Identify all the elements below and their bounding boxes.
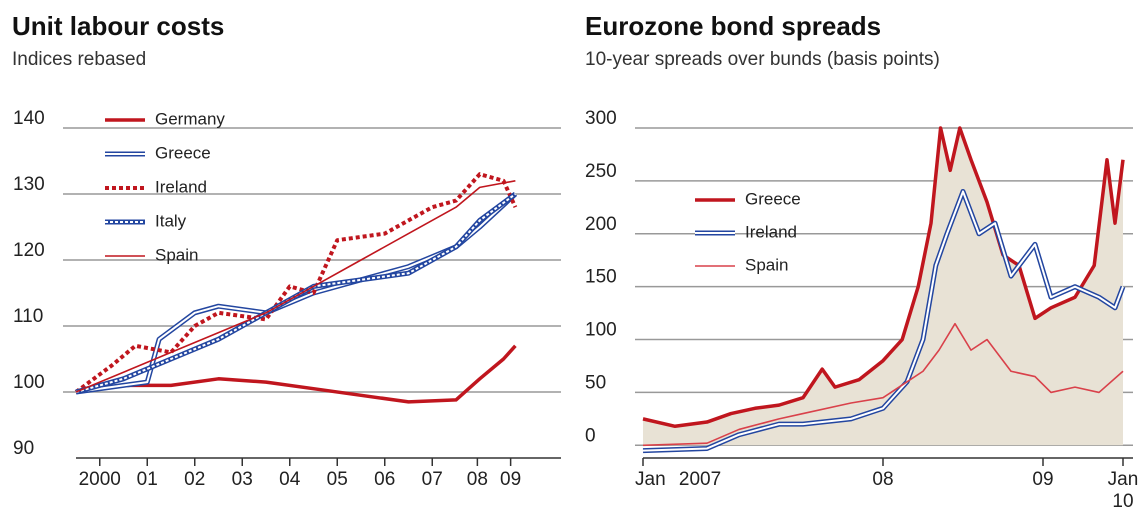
x-tick-label: 04 bbox=[279, 469, 301, 490]
chart: Eurozone bond spreads 10-year spreads ove… bbox=[585, 11, 1138, 512]
line bbox=[642, 322, 1124, 447]
y-tick-label: 150 bbox=[585, 267, 617, 288]
line-core bbox=[642, 190, 1124, 452]
x-tick-label: Jan 2007 bbox=[635, 469, 721, 490]
y-tick-label: 130 bbox=[13, 174, 45, 195]
line bbox=[75, 180, 516, 393]
chart-subtitle: 10-year spreads over bunds (basis points… bbox=[585, 49, 940, 70]
legend-label: Greece bbox=[745, 189, 801, 208]
y-tick-label: 140 bbox=[13, 108, 45, 129]
x-tick-label: 09 bbox=[1032, 469, 1053, 490]
x-tick-label: 06 bbox=[374, 469, 395, 490]
legend-label: Greece bbox=[155, 143, 211, 162]
y-tick-label: 50 bbox=[585, 372, 606, 393]
chart-subtitle: Indices rebased bbox=[12, 49, 146, 70]
chart: Unit labour costs Indices rebased 90 100 110… bbox=[12, 11, 561, 490]
x-tick-label: 02 bbox=[184, 469, 205, 490]
y-tick-label: 0 bbox=[585, 425, 596, 446]
x-tick-label: 2000 bbox=[79, 469, 121, 490]
x-tick-label: 01 bbox=[137, 469, 158, 490]
x-tick-label: 08 bbox=[872, 469, 893, 490]
area bbox=[643, 128, 1123, 446]
line bbox=[74, 172, 518, 394]
legend-label: Spain bbox=[745, 255, 788, 274]
legend-label: Ireland bbox=[155, 177, 207, 196]
x-tick-label: Jan 10 bbox=[1108, 469, 1139, 512]
x-tick-label: 05 bbox=[327, 469, 348, 490]
x-tick-label: 03 bbox=[232, 469, 253, 490]
legend-label: Germany bbox=[155, 109, 225, 128]
line bbox=[642, 126, 1125, 429]
line bbox=[75, 344, 517, 404]
y-tick-label: 90 bbox=[13, 438, 34, 459]
legend-label: Spain bbox=[155, 245, 198, 264]
legend-label: Ireland bbox=[745, 222, 797, 241]
y-tick-label: 250 bbox=[585, 161, 617, 182]
y-tick-label: 110 bbox=[13, 306, 43, 327]
x-tick-label: 07 bbox=[422, 469, 443, 490]
y-tick-label: 100 bbox=[13, 372, 45, 393]
y-tick-label: 200 bbox=[585, 214, 617, 235]
x-tick-label: 08 bbox=[467, 469, 488, 490]
y-tick-label: 100 bbox=[585, 320, 617, 341]
legend-label: Italy bbox=[155, 211, 187, 230]
y-tick-label: 300 bbox=[585, 108, 617, 129]
x-tick-label: 09 bbox=[500, 469, 521, 490]
y-tick-label: 120 bbox=[13, 240, 45, 261]
chart-title: Unit labour costs bbox=[12, 11, 224, 41]
chart-title: Eurozone bond spreads bbox=[585, 11, 881, 41]
